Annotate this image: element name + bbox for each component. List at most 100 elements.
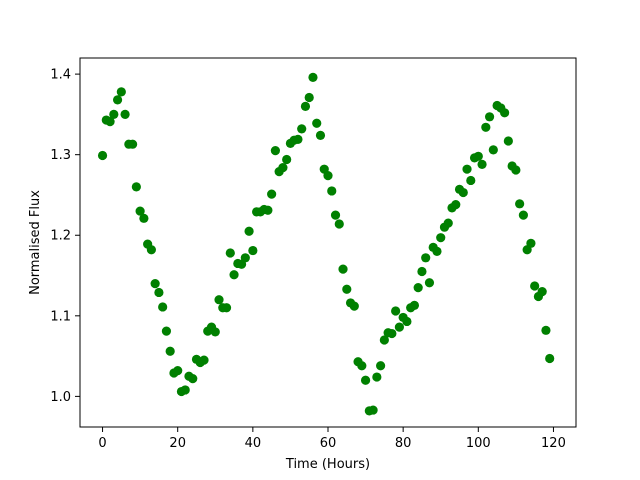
data-point xyxy=(146,245,156,255)
data-point xyxy=(270,146,280,156)
data-point xyxy=(109,109,119,119)
data-point xyxy=(330,210,341,220)
data-point xyxy=(488,145,498,155)
data-point xyxy=(225,248,235,258)
x-axis-label: Time (Hours) xyxy=(285,457,370,472)
data-point xyxy=(436,233,446,243)
data-point xyxy=(503,136,513,146)
data-point xyxy=(128,139,138,149)
data-point xyxy=(105,117,115,127)
data-point xyxy=(466,175,476,186)
data-point xyxy=(526,238,536,248)
data-point xyxy=(477,159,487,169)
data-point xyxy=(282,154,292,165)
data-point xyxy=(334,219,344,229)
data-point xyxy=(244,226,254,236)
data-point xyxy=(120,109,130,119)
data-point xyxy=(443,218,453,228)
data-point xyxy=(515,199,525,209)
data-point xyxy=(372,372,382,382)
data-point xyxy=(180,385,190,395)
x-tick-label: 120 xyxy=(541,436,566,451)
data-point xyxy=(199,355,209,365)
data-point xyxy=(188,374,198,384)
data-point xyxy=(518,210,528,220)
data-point xyxy=(473,151,483,161)
x-tick-label: 80 xyxy=(395,436,412,451)
data-point xyxy=(315,130,326,140)
data-point xyxy=(135,206,145,216)
data-point xyxy=(139,213,149,223)
x-tick-label: 100 xyxy=(466,436,491,451)
data-point xyxy=(368,405,378,415)
data-point xyxy=(297,124,307,134)
data-point xyxy=(263,205,273,215)
data-point xyxy=(158,302,168,312)
data-point xyxy=(432,246,442,256)
x-tick-label: 20 xyxy=(169,436,186,451)
data-point xyxy=(338,264,348,274)
data-point xyxy=(97,150,108,161)
data-point xyxy=(417,266,427,277)
data-point xyxy=(376,361,386,371)
data-point xyxy=(424,278,435,288)
data-point xyxy=(173,366,183,376)
data-point xyxy=(229,270,239,280)
data-point xyxy=(304,92,314,103)
x-tick-label: 0 xyxy=(98,436,106,451)
data-point xyxy=(112,95,123,105)
data-point xyxy=(327,186,337,196)
y-tick-label: 1.1 xyxy=(50,309,71,324)
data-point xyxy=(402,316,412,327)
data-point xyxy=(545,353,555,364)
data-point xyxy=(387,328,397,339)
data-point xyxy=(323,171,333,181)
x-axis-ticks: 0 20 40 60 80 100 120 xyxy=(98,427,566,451)
data-point xyxy=(462,164,472,174)
data-point xyxy=(165,346,175,356)
data-point xyxy=(278,162,288,173)
data-point xyxy=(150,278,160,289)
x-tick-label: 40 xyxy=(245,436,262,451)
data-point xyxy=(484,112,495,122)
y-axis-label: Normalised Flux xyxy=(28,190,43,295)
data-points xyxy=(97,72,555,416)
data-point xyxy=(541,325,551,335)
data-point xyxy=(409,300,420,310)
data-point xyxy=(530,281,540,291)
data-point xyxy=(379,335,389,345)
data-point xyxy=(481,122,491,132)
data-point xyxy=(240,253,250,263)
data-point xyxy=(308,72,318,82)
data-point xyxy=(154,287,164,298)
data-point xyxy=(248,245,258,256)
data-point xyxy=(300,101,311,111)
y-axis-ticks: 1.0 1.1 1.2 1.3 1.4 xyxy=(50,68,80,405)
data-point xyxy=(210,327,220,337)
data-point xyxy=(342,284,352,294)
data-point xyxy=(451,200,461,210)
data-point xyxy=(458,187,468,198)
data-point xyxy=(349,301,359,311)
data-point xyxy=(161,326,172,336)
data-point xyxy=(391,306,401,316)
data-point xyxy=(131,182,141,192)
y-tick-label: 1.2 xyxy=(50,229,71,244)
x-tick-label: 60 xyxy=(320,436,337,451)
data-point xyxy=(312,118,322,128)
y-tick-label: 1.0 xyxy=(50,390,71,405)
data-point xyxy=(214,295,224,305)
data-point xyxy=(413,283,423,293)
data-point xyxy=(293,134,303,144)
data-point xyxy=(394,322,404,332)
y-tick-label: 1.4 xyxy=(50,68,71,83)
data-point xyxy=(116,87,126,97)
data-point xyxy=(537,287,547,297)
data-point xyxy=(500,108,510,118)
y-tick-label: 1.3 xyxy=(50,148,71,163)
data-point xyxy=(421,253,431,263)
data-point xyxy=(221,303,232,313)
data-point xyxy=(511,165,521,175)
data-point xyxy=(267,189,277,199)
